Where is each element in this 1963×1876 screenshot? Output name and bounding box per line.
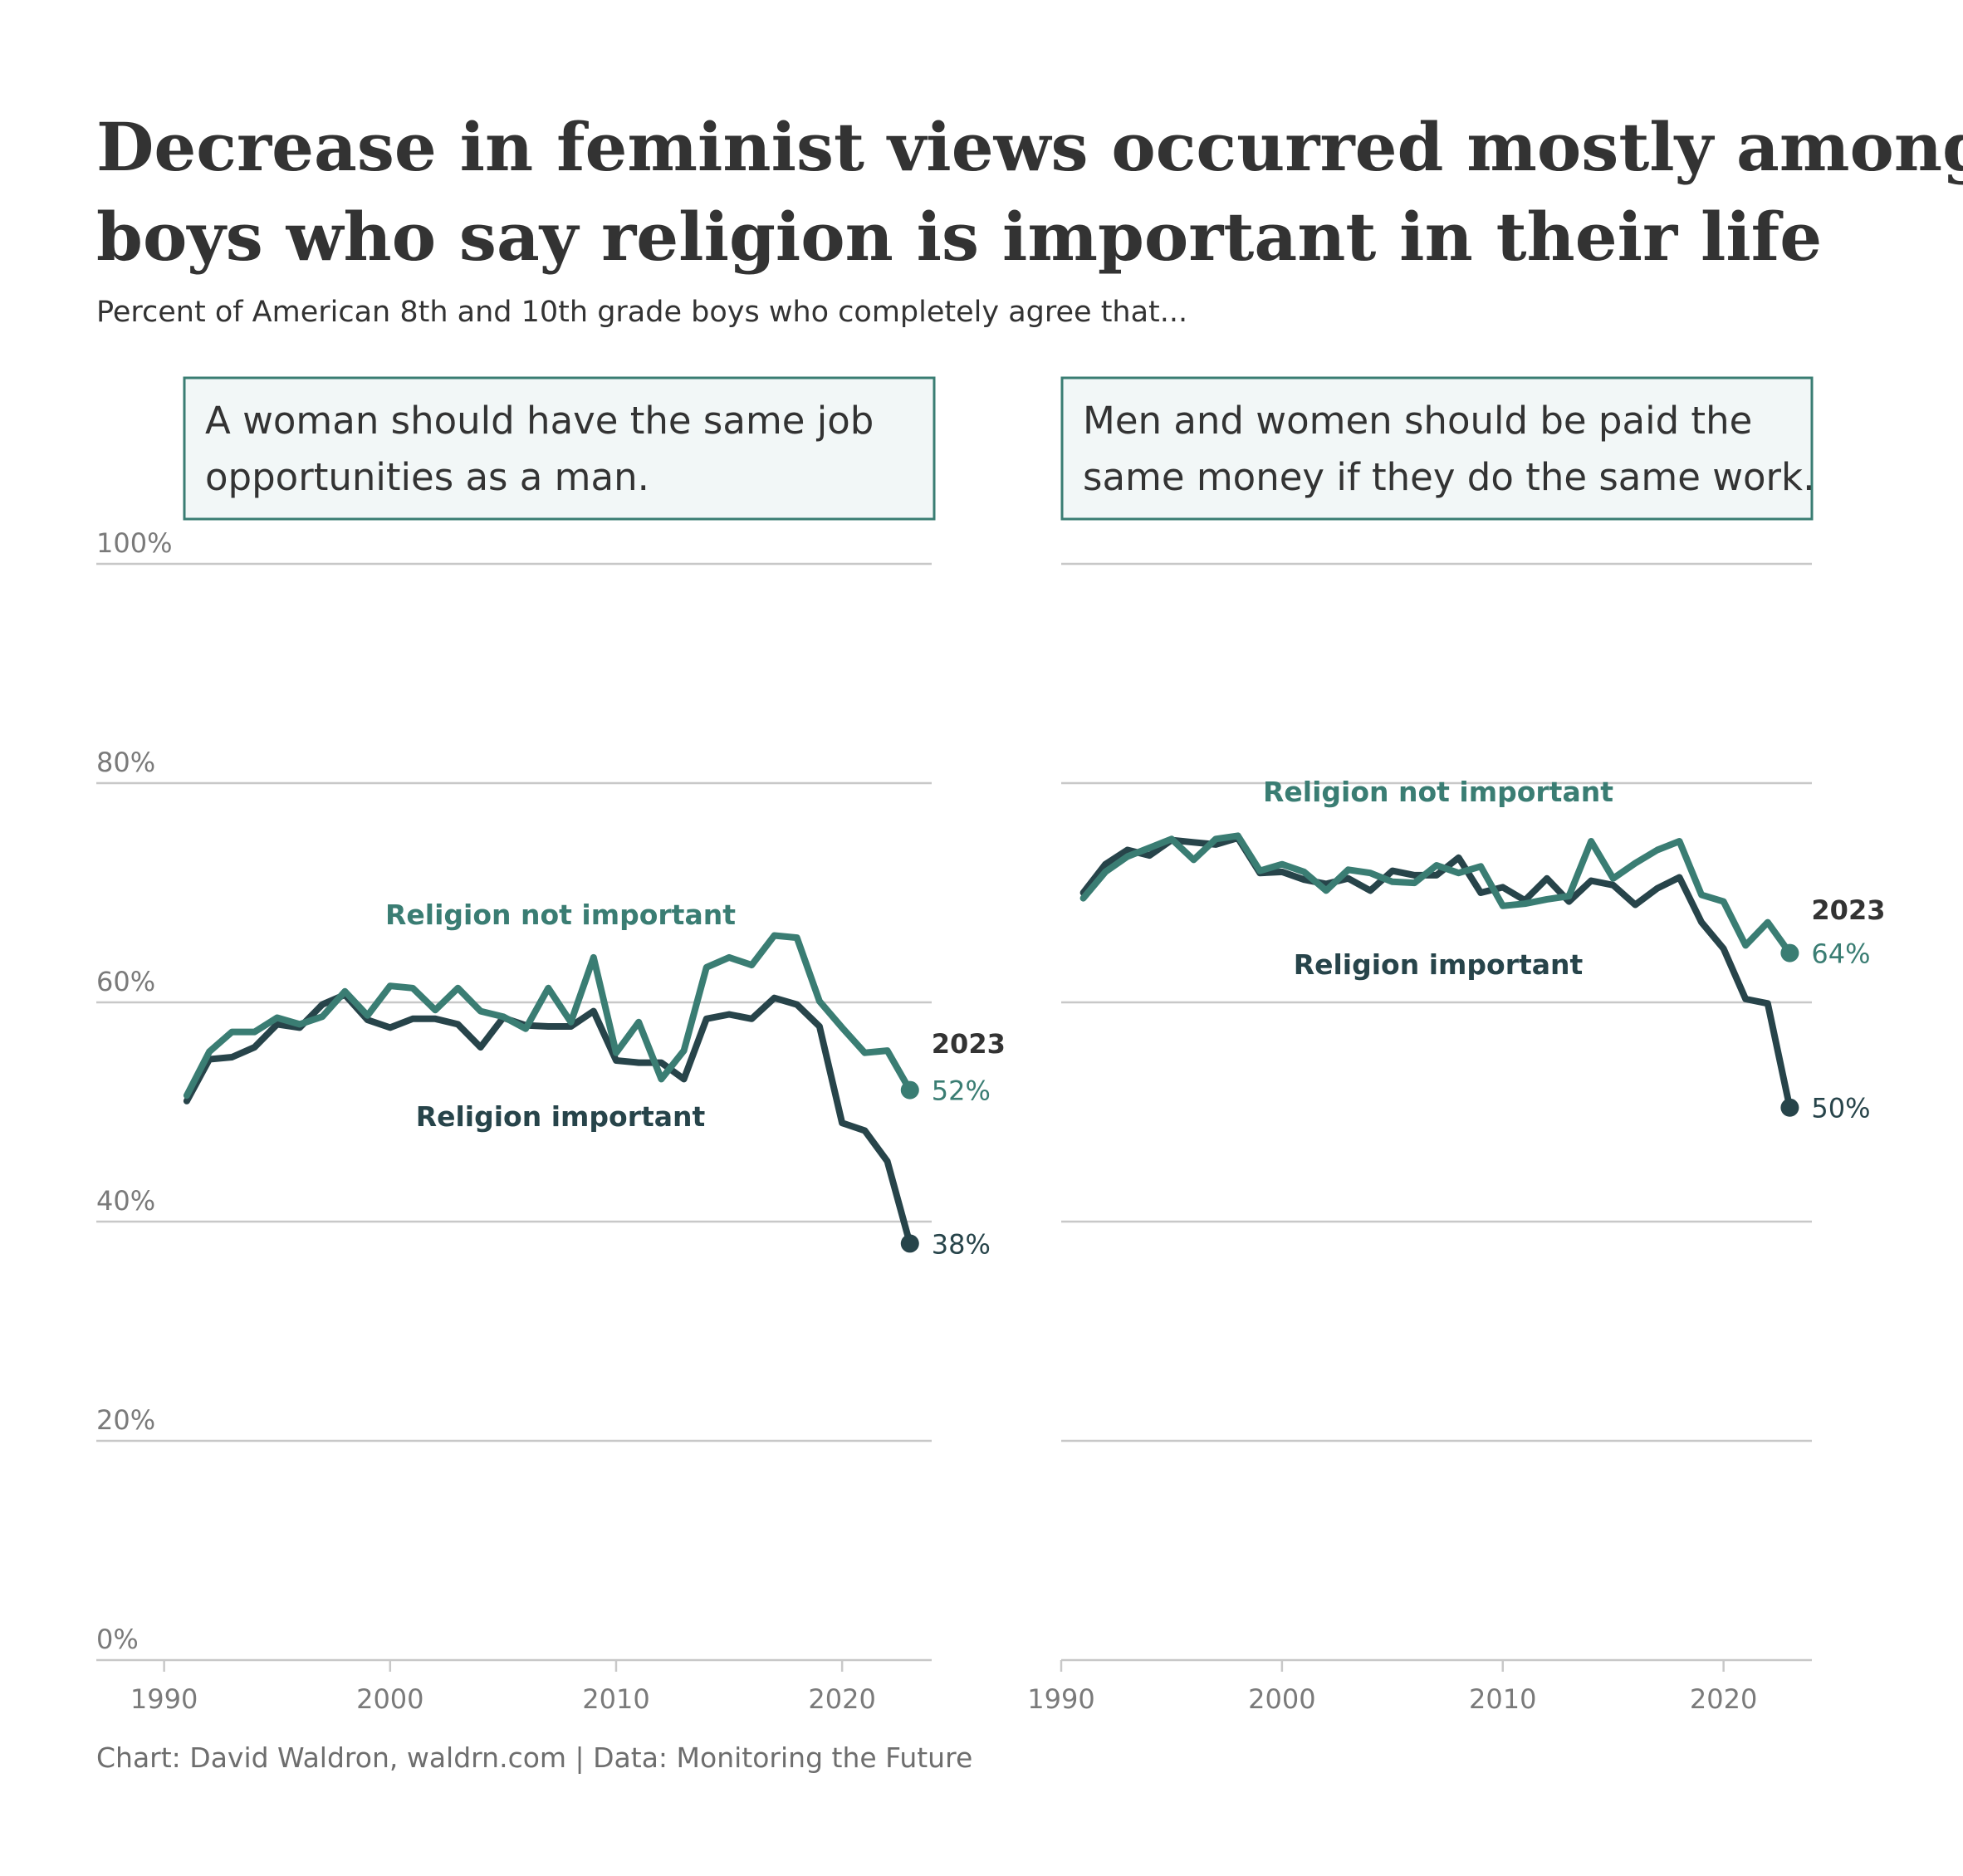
y-tick-label: 40% xyxy=(96,1185,155,1217)
panel-equal-pay: 1990 2000 2010 2020 Men and women should be … xyxy=(1027,376,1885,1715)
chart-title-line-2: boys who say religion is important in th… xyxy=(96,198,1822,276)
x-tick-label: 2000 xyxy=(356,1683,423,1715)
end-point-not-important xyxy=(1780,943,1799,962)
end-value-label: 52% xyxy=(932,1075,991,1107)
series-label-important: Religion important xyxy=(1294,948,1584,981)
panel-title-box xyxy=(183,376,936,521)
y-tick-label: 100% xyxy=(96,527,172,559)
series-label-not-important: Religion not important xyxy=(1263,776,1613,808)
panel-job-opportunities: 0% 20% 40% 60% 80% 100% 1990 2000 2010 2020 A woma… xyxy=(96,376,1006,1715)
panel-title-line: Men and women should be paid the xyxy=(1083,399,1752,443)
x-tick-label: 2010 xyxy=(582,1683,649,1715)
panel-title-line: A woman should have the same job xyxy=(205,399,874,443)
x-tick-label: 2020 xyxy=(808,1683,875,1715)
chart-caption: Chart: David Waldron, waldrn.com | Data:… xyxy=(96,1741,972,1774)
end-point-important xyxy=(1780,1098,1799,1117)
chart-subtitle: Percent of American 8th and 10th grade b… xyxy=(96,296,1187,329)
chart-title-line-1: Decrease in feminist views occurred most… xyxy=(96,108,1963,186)
series-label-important: Religion important xyxy=(416,1100,706,1133)
panel-title-box xyxy=(1060,376,1814,521)
series-line-not-important xyxy=(1079,832,1794,957)
x-tick-label: 2000 xyxy=(1248,1683,1315,1715)
end-year-label: 2023 xyxy=(1811,894,1885,926)
y-tick-label: 60% xyxy=(96,966,155,997)
x-tick-label: 2020 xyxy=(1690,1683,1757,1715)
end-year-label: 2023 xyxy=(932,1028,1006,1060)
x-tick-label: 1990 xyxy=(130,1683,198,1715)
series-label-not-important: Religion not important xyxy=(385,899,736,931)
y-tick-label: 0% xyxy=(96,1624,139,1655)
panel-title-line: same money if they do the same work. xyxy=(1083,455,1814,499)
y-tick-label: 80% xyxy=(96,747,155,778)
series-line-important xyxy=(1079,835,1794,1111)
series-line-not-important xyxy=(183,932,913,1100)
end-value-label: 64% xyxy=(1811,938,1870,970)
x-tick-label: 2010 xyxy=(1469,1683,1536,1715)
end-value-label: 38% xyxy=(932,1228,991,1260)
end-point-important xyxy=(900,1234,919,1253)
x-tick-label: 1990 xyxy=(1027,1683,1094,1715)
end-point-not-important xyxy=(900,1080,919,1100)
y-tick-label: 20% xyxy=(96,1404,155,1436)
panel-title-line: opportunities as a man. xyxy=(205,455,649,499)
end-value-label: 50% xyxy=(1811,1093,1870,1124)
